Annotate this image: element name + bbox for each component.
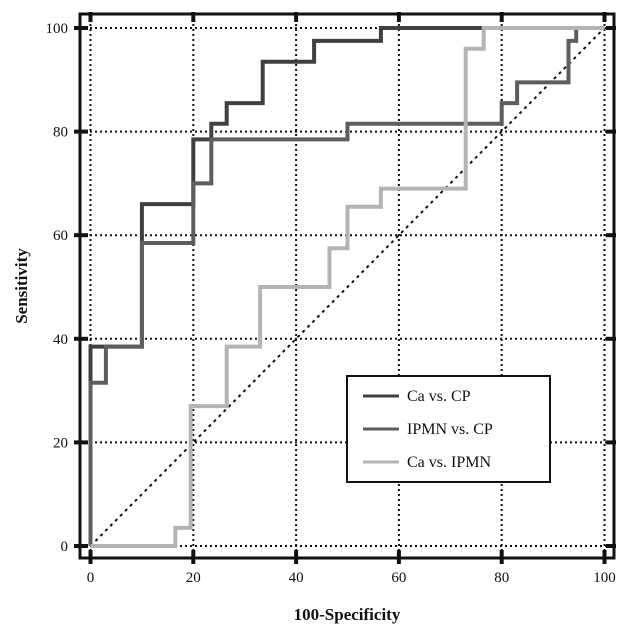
reference-diagonal [89,27,606,547]
x-tick-label: 0 [87,570,95,586]
legend: Ca vs. CP IPMN vs. CP Ca vs. IPMN [346,375,551,483]
x-tick-label: 60 [391,570,406,586]
y-tick-label: 60 [53,228,68,244]
axis-ticks: 0 20 40 60 80 100 0 20 40 60 80 100 [46,12,616,586]
y-tick-label: 40 [53,332,68,348]
y-axis-title: Sensitivity [12,248,31,324]
y-tick-label: 100 [46,21,69,37]
x-tick-label: 80 [494,570,509,586]
x-axis-title: 100-Specificity [294,605,401,624]
x-tick-label: 100 [593,570,616,586]
series-lines [88,26,605,548]
series-line [90,26,605,548]
legend-label: IPMN vs. CP [407,421,493,438]
y-tick-label: 0 [61,539,69,555]
legend-label: Ca vs. IPMN [407,454,491,471]
legend-label: Ca vs. CP [407,388,471,405]
x-tick-label: 40 [289,570,304,586]
x-tick-label: 20 [186,570,201,586]
plot-frame [78,12,616,560]
series-line [88,26,605,546]
y-tick-label: 20 [53,435,68,451]
y-tick-label: 80 [53,125,68,141]
